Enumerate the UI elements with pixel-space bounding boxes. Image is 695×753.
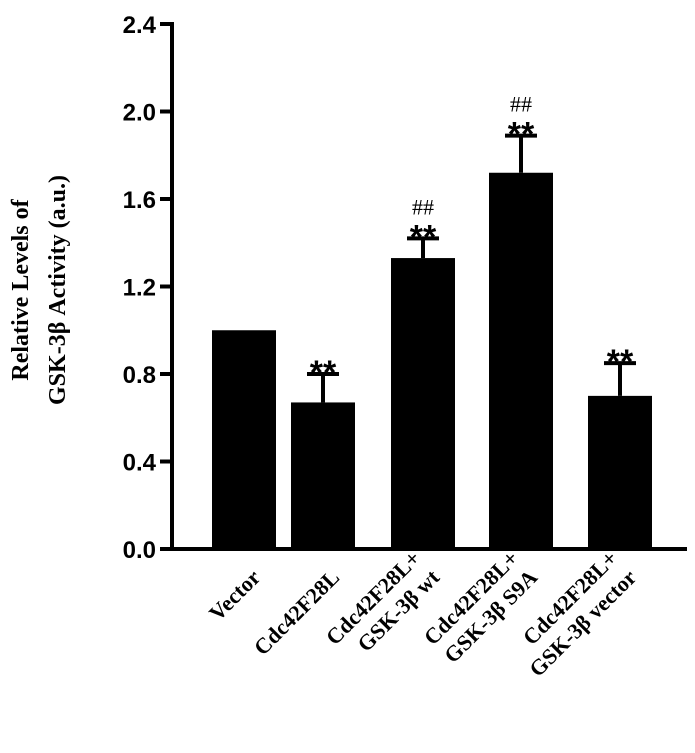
- x-tick-label-group: Vector: [204, 564, 265, 625]
- x-tick-label-group: Cdc42F28L: [249, 565, 344, 660]
- x-tick-label: Cdc42F28L: [249, 565, 344, 660]
- significance-hash: ##: [412, 194, 434, 219]
- error-bars: [307, 133, 636, 403]
- bar: [291, 402, 355, 549]
- x-tick-label-group: Cdc42F28L+GSK-3β S9A: [419, 545, 543, 667]
- significance-labels: ****##**##**: [310, 92, 634, 392]
- significance-hash: ##: [510, 92, 532, 117]
- y-tick-label: 0.4: [123, 450, 157, 477]
- y-axis-title: Relative Levels of GSK-3β Activity (a.u.…: [8, 175, 71, 405]
- y-tick-label: 2.0: [123, 100, 156, 127]
- y-tick-label: 2.4: [123, 12, 157, 39]
- bar: [588, 395, 652, 549]
- significance-stars: **: [508, 116, 535, 154]
- significance-stars: **: [410, 218, 437, 256]
- y-tick-label: 0.0: [123, 537, 156, 564]
- y-axis-title-line-2: GSK-3β Activity (a.u.): [45, 175, 71, 405]
- bars: [212, 172, 652, 549]
- significance-stars: **: [607, 343, 634, 381]
- y-ticks: 0.0 0.4 0.8 1.2 1.6 2.0 2.4: [123, 12, 172, 564]
- bar: [489, 172, 553, 549]
- y-tick-label: 0.8: [123, 362, 156, 389]
- x-tick-label-group: Cdc42F28L+GSK-3β wt: [321, 545, 445, 656]
- y-tick-label: 1.6: [123, 187, 156, 214]
- bar: [212, 330, 276, 549]
- y-axis-title-line-1: Relative Levels of: [8, 198, 34, 380]
- y-tick-label: 1.2: [123, 275, 156, 302]
- bar: [391, 258, 455, 549]
- significance-stars: **: [310, 354, 337, 392]
- x-tick-label: Vector: [204, 564, 265, 625]
